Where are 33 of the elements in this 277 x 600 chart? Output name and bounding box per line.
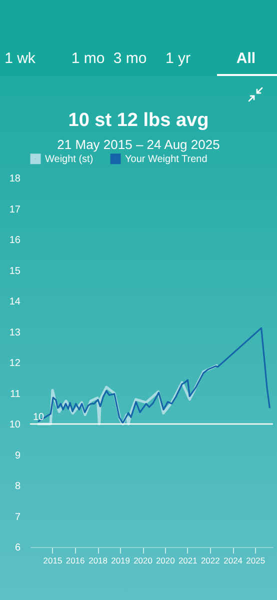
y-tick-label: 13	[9, 327, 21, 338]
x-tick-label: 2019	[111, 556, 130, 566]
text: 1 mo	[71, 50, 105, 67]
y-tick-label: 7	[14, 512, 21, 523]
text: All	[236, 50, 256, 67]
legend-label: Weight (st)	[45, 154, 94, 165]
chart-subtitle: 21 May 2015 – 24 Aug 2025	[56, 137, 221, 152]
x-tick-label: 2022	[200, 556, 220, 566]
x-tick-label: 2020	[156, 556, 176, 566]
text: 3 mo	[113, 50, 147, 67]
y-tick-label: 11	[10, 388, 21, 400]
chart-title: 10 st 12 lbs avg	[67, 110, 210, 132]
x-tick-label: 2015	[43, 556, 62, 566]
ref-line-label: 10	[33, 412, 45, 423]
y-tick-label: 9	[14, 450, 21, 462]
y-tick-label: 6	[14, 542, 21, 554]
x-tick-label: 2021	[178, 556, 198, 566]
y-tick-label: 15	[9, 266, 21, 277]
y-tick-label: 18	[9, 174, 21, 184]
y-tick-label: 10	[9, 420, 21, 430]
x-tick-label: 2025	[246, 556, 266, 566]
x-tick-label: 2018	[88, 556, 108, 566]
y-tick-label: 14	[9, 296, 21, 308]
legend-label: Your Weight Trend	[125, 154, 208, 165]
y-tick-label: 8	[14, 481, 21, 492]
x-tick-label: 2020	[134, 556, 153, 566]
text: 1 wk	[4, 50, 36, 67]
text: 1 yr	[165, 50, 191, 67]
y-tick-label: 12	[9, 358, 21, 369]
y-tick-label: 17	[9, 204, 21, 216]
x-tick-label: 2024	[224, 556, 243, 566]
x-tick-label: 2016	[66, 556, 86, 566]
y-tick-label: 16	[9, 235, 21, 246]
